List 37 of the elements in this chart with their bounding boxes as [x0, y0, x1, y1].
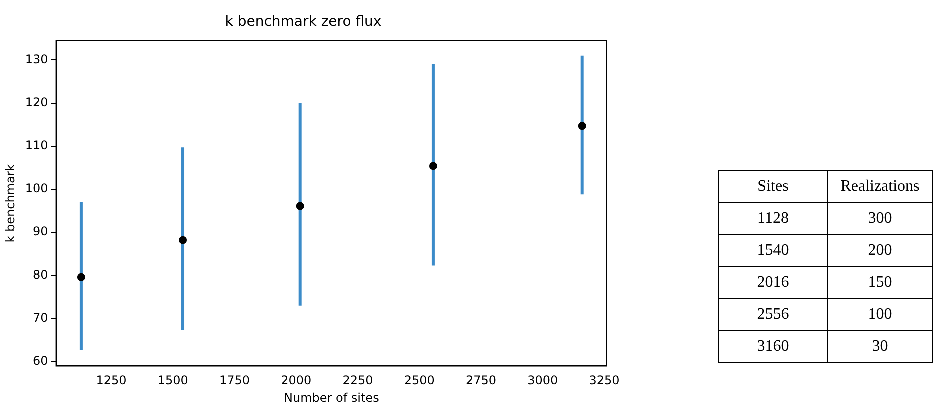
y-tick-label: 120	[25, 95, 48, 110]
x-tick-label: 2750	[466, 374, 497, 388]
x-tick-label: 3000	[528, 374, 558, 388]
point	[429, 162, 438, 170]
x-tick-label: 1250	[96, 374, 127, 388]
x-tick-label: 3250	[589, 374, 620, 388]
x-tick-label: 2500	[404, 374, 435, 388]
y-tick-label: 90	[33, 224, 48, 239]
data-label: 30	[828, 330, 932, 362]
category-label: 1128	[718, 202, 828, 234]
y-tick-label: 80	[33, 268, 48, 282]
x-tick-label: 1500	[158, 374, 188, 388]
point	[578, 122, 586, 130]
category-label: 2016	[718, 266, 828, 298]
chart-title: k benchmark zero flux	[225, 14, 382, 30]
y-tick-label: 70	[33, 310, 48, 325]
category-label: 3160	[718, 330, 828, 362]
data-label: 150	[828, 266, 932, 298]
x-tick-label: 2000	[281, 374, 312, 388]
y-tick-label: 100	[25, 182, 48, 196]
data-label: 100	[828, 298, 932, 330]
point	[296, 202, 304, 210]
data-label: 300	[828, 202, 932, 234]
y-axis-title: k benchmark	[3, 164, 18, 243]
x-tick-label: 2250	[342, 374, 374, 388]
y-tick-label: 110	[25, 138, 48, 153]
category-label: 1540	[718, 234, 828, 266]
point	[179, 236, 188, 244]
category-label: 2556	[718, 298, 828, 330]
x-tick-label: 1750	[220, 374, 250, 388]
y-tick-label: 60	[33, 354, 48, 368]
data-label: 200	[828, 234, 932, 266]
x-axis-title: Number of sites	[284, 390, 380, 405]
y-tick-label: 130	[25, 52, 48, 66]
point	[77, 273, 86, 282]
text: Realizations	[828, 170, 932, 202]
text: Sites	[718, 170, 828, 202]
